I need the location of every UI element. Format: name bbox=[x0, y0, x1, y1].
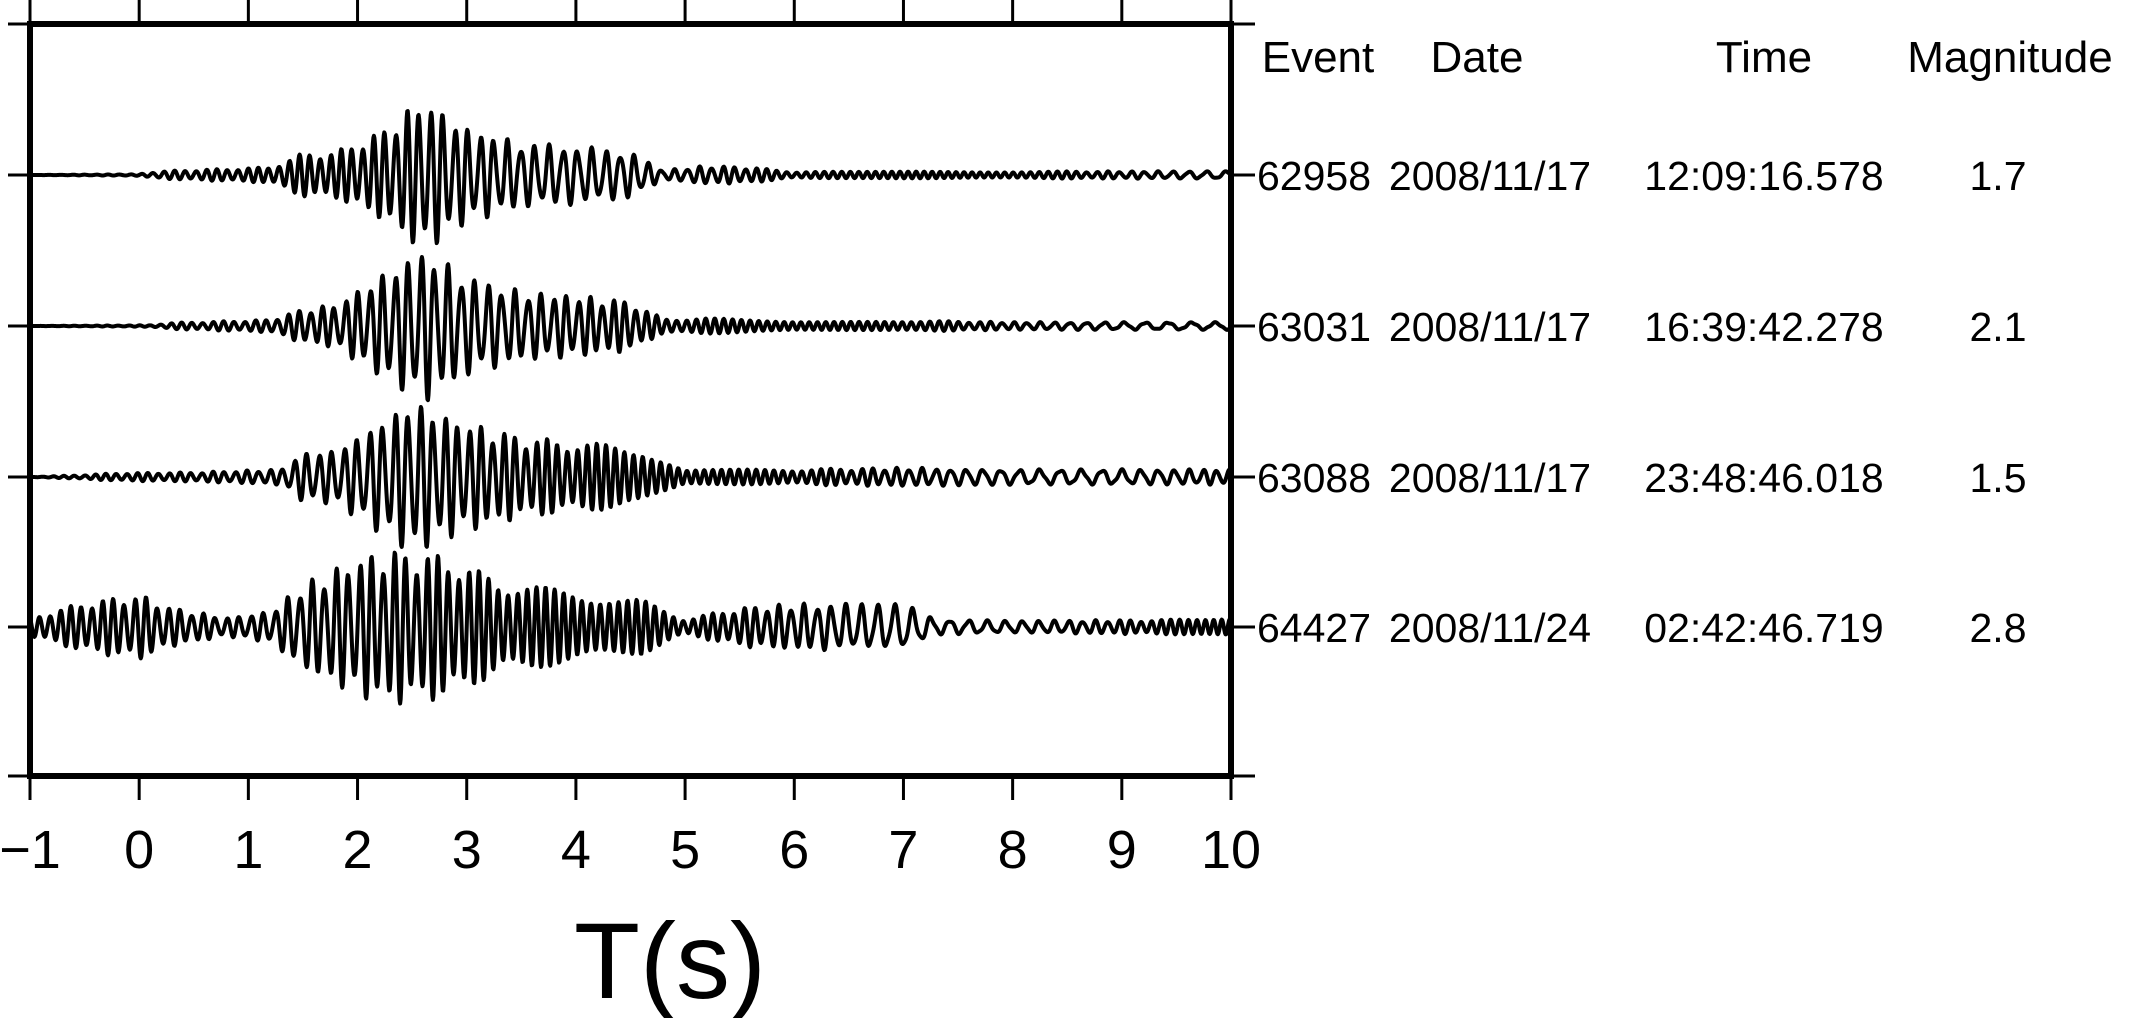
table-cell-magnitude: 2.8 bbox=[1970, 605, 2027, 651]
trace-event-63031 bbox=[28, 255, 1233, 403]
x-tick-label: −1 bbox=[0, 820, 61, 880]
x-tick-label: 10 bbox=[1201, 820, 1261, 880]
x-tick-label: 4 bbox=[561, 820, 591, 880]
axis-ticks bbox=[8, 0, 1255, 800]
plot-frame bbox=[27, 21, 1234, 779]
x-tick-label: 6 bbox=[779, 820, 809, 880]
table-cell-time: 23:48:46.018 bbox=[1644, 455, 1883, 501]
table-header-event: Event bbox=[1262, 33, 1375, 82]
x-tick-labels: −1 0 1 2 3 4 5 6 7 8 9 10 bbox=[0, 820, 1261, 880]
x-axis-label: T(s) bbox=[574, 900, 766, 1018]
event-table: Event Date Time Magnitude 62958 2008/11/17 12:… bbox=[1257, 33, 2113, 651]
x-tick-label: 3 bbox=[452, 820, 482, 880]
table-cell-magnitude: 2.1 bbox=[1970, 304, 2027, 350]
table-cell-time: 16:39:42.278 bbox=[1644, 304, 1883, 350]
table-cell-event-id: 62958 bbox=[1257, 153, 1371, 199]
table-cell-date: 2008/11/17 bbox=[1389, 153, 1591, 199]
x-tick-label: 2 bbox=[343, 820, 373, 880]
table-cell-magnitude: 1.7 bbox=[1970, 153, 2027, 199]
table-header-date: Date bbox=[1431, 33, 1524, 82]
table-cell-time: 02:42:46.719 bbox=[1644, 605, 1883, 651]
table-cell-event-id: 63088 bbox=[1257, 455, 1371, 501]
x-tick-label: 5 bbox=[670, 820, 700, 880]
table-cell-date: 2008/11/17 bbox=[1389, 304, 1591, 350]
table-cell-date: 2008/11/17 bbox=[1389, 455, 1591, 501]
table-cell-event-id: 63031 bbox=[1257, 304, 1371, 350]
trace-event-63088 bbox=[28, 404, 1233, 549]
x-tick-label: 0 bbox=[124, 820, 154, 880]
trace-event-62958 bbox=[28, 109, 1233, 246]
x-tick-label: 8 bbox=[998, 820, 1028, 880]
seismogram-traces bbox=[28, 109, 1233, 706]
trace-event-64427 bbox=[28, 550, 1233, 706]
x-tick-label: 1 bbox=[233, 820, 263, 880]
table-header-time: Time bbox=[1716, 33, 1812, 82]
table-cell-time: 12:09:16.578 bbox=[1644, 153, 1883, 199]
table-header-magnitude: Magnitude bbox=[1907, 33, 2112, 82]
x-tick-label: 9 bbox=[1107, 820, 1137, 880]
table-cell-event-id: 64427 bbox=[1257, 605, 1371, 651]
x-tick-label: 7 bbox=[888, 820, 918, 880]
table-cell-date: 2008/11/24 bbox=[1389, 605, 1591, 651]
table-cell-magnitude: 1.5 bbox=[1970, 455, 2027, 501]
